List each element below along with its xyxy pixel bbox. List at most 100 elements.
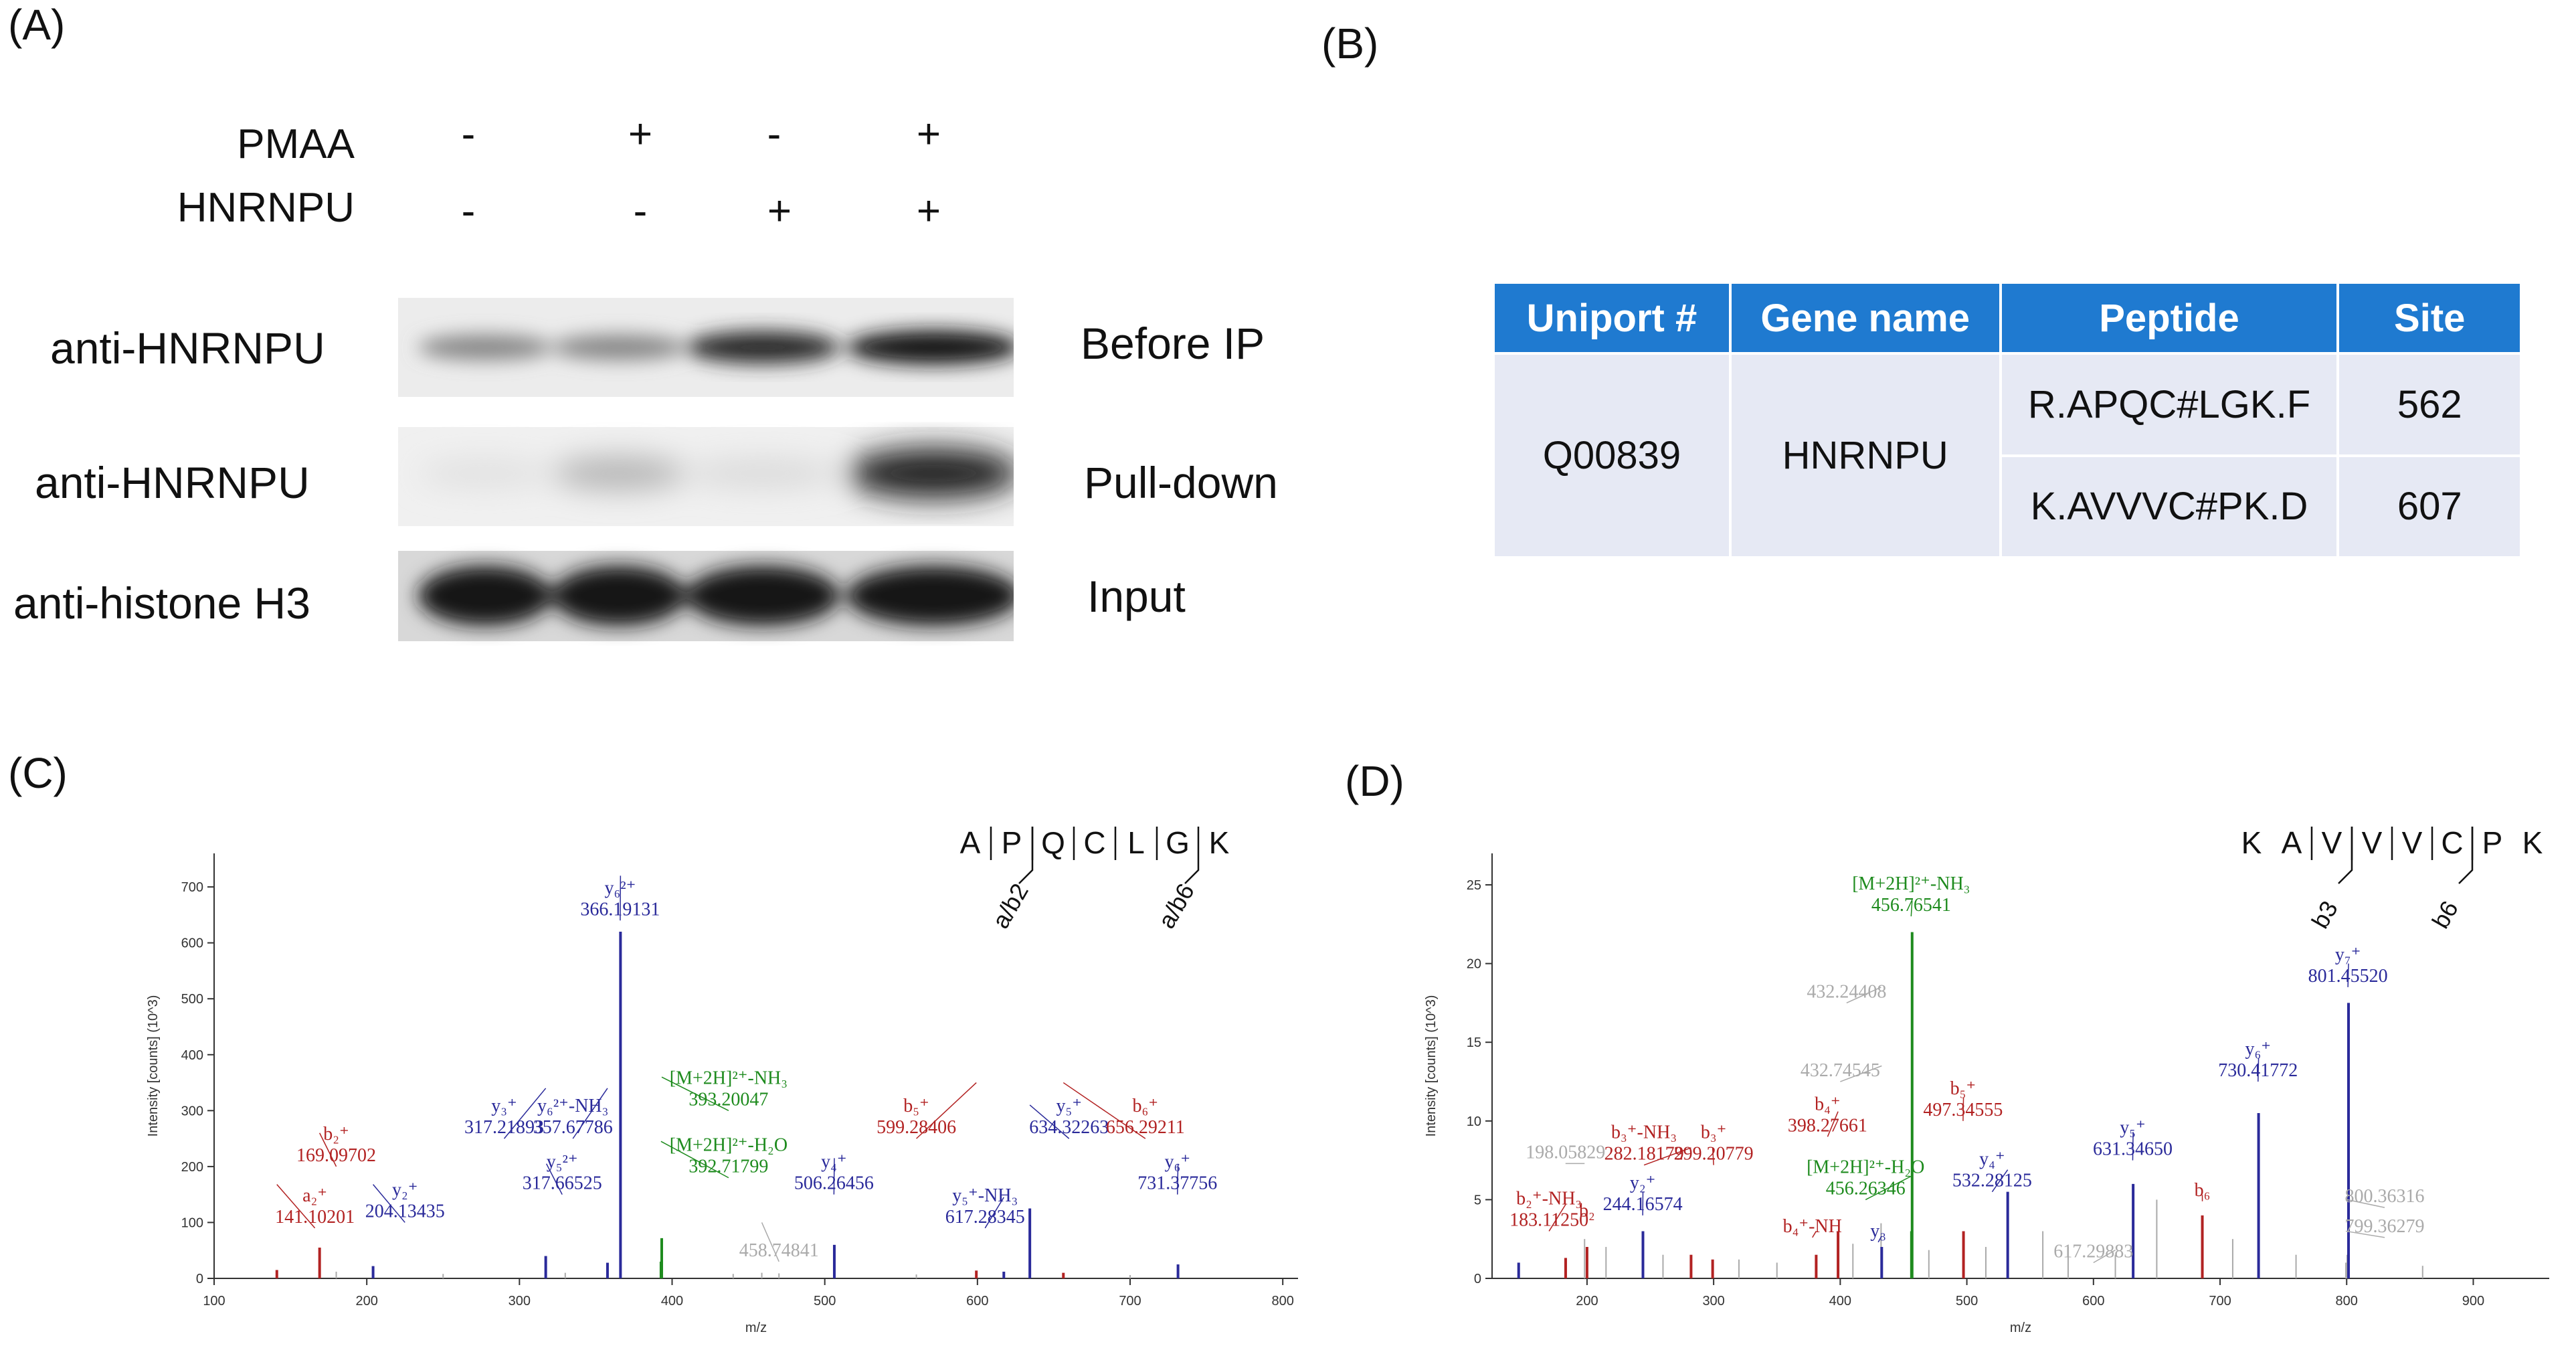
y-ion-bracket xyxy=(990,827,992,860)
peak-annotation-label: y₅²⁺ xyxy=(547,1152,578,1173)
pmaa-lane-2: + xyxy=(628,111,653,157)
hnrnpu-lane-4: + xyxy=(916,188,941,234)
hnrnpu-lane-1: - xyxy=(461,188,476,234)
peptide-residue: V xyxy=(2322,827,2342,860)
peptide-residue: G xyxy=(1166,827,1190,860)
x-tick-label: 600 xyxy=(966,1294,988,1309)
annotation-leader xyxy=(2132,1132,2134,1161)
blot-band xyxy=(418,335,552,360)
annotation-leader xyxy=(761,1222,779,1262)
y-ion-bracket xyxy=(1114,827,1117,860)
blot-desc-before-ip: Before IP xyxy=(1081,319,1265,368)
annotation-leader xyxy=(545,1163,563,1195)
annotation-leader xyxy=(2345,1230,2385,1238)
table-header-row: Uniport # Gene name Peptide Site xyxy=(1495,284,2520,352)
peak-annotation-label: 532.28125 xyxy=(1952,1171,2032,1191)
annotation-leader xyxy=(2347,1199,2385,1208)
peptide-residue: Q xyxy=(1041,827,1065,860)
peptide-residue: A xyxy=(2282,827,2302,860)
annotation-leader xyxy=(503,1088,547,1139)
peak-annotation-label: y₃ xyxy=(1870,1221,1886,1242)
blot-band xyxy=(846,566,1014,626)
peptide-residue: K xyxy=(2522,827,2543,860)
y-axis-label: Intensity [counts] (10^3) xyxy=(146,995,161,1137)
row-label-before-ip: anti-HNRNPU xyxy=(50,323,325,373)
peptide-residue: V xyxy=(2402,827,2423,860)
y-axis-label: Intensity [counts] (10^3) xyxy=(1424,995,1439,1137)
x-tick-label: 200 xyxy=(355,1294,377,1309)
peak-annotation-label: y₆²⁺ xyxy=(604,877,636,898)
peak-annotation-label: 169.09702 xyxy=(296,1145,376,1166)
peptide-table: Uniport # Gene name Peptide Site Q00839 … xyxy=(1492,281,2522,559)
peptide-residue: P xyxy=(1002,827,1022,860)
annotation-leader xyxy=(2258,1058,2260,1082)
peak-annotation-label: y₅⁺ xyxy=(2120,1118,2146,1139)
cell-peptide: R.APQC#LGK.F xyxy=(2001,355,2337,454)
x-axis-label: m/z xyxy=(745,1321,767,1335)
peak-annotation-label: y₅⁺ xyxy=(1056,1096,1082,1116)
blot-desc-pull-down: Pull-down xyxy=(1084,458,1278,507)
annotation-leader xyxy=(984,1197,1004,1229)
x-tick-label: 400 xyxy=(1829,1294,1851,1309)
peak-annotation-label: y₅⁺-NH₃ xyxy=(952,1185,1018,1206)
blot-band xyxy=(846,447,1014,499)
annotation-leader xyxy=(1827,1111,1839,1137)
pmaa-lane-1: - xyxy=(461,111,476,157)
header-gene: Gene name xyxy=(1731,284,1999,352)
annotation-leader xyxy=(1712,1147,1714,1165)
peak-annotation-label: 204.13435 xyxy=(365,1201,445,1221)
b-ion-label: a/b2 xyxy=(986,879,1034,933)
peak-annotation-label: 656.29211 xyxy=(1106,1117,1185,1138)
spectrum-chart-d: 200 300 400 500 600 700 800 900 0 5 10 15 20 25 m/z Int… xyxy=(1424,827,2549,1335)
x-tick-label: 900 xyxy=(2462,1294,2484,1309)
peak-annotation-label: y₇⁺ xyxy=(2335,944,2361,965)
annotation-leader xyxy=(572,1088,608,1139)
annotation-leader xyxy=(318,1132,337,1167)
b-ion-bracket xyxy=(1184,827,1200,884)
annotation-leader xyxy=(1877,1236,1882,1243)
annotation-leader xyxy=(1029,1104,1070,1139)
peak-annotation-label: 432.24408 xyxy=(1807,981,1886,1002)
peak-annotation-label: y₄⁺ xyxy=(1979,1149,2005,1170)
peptide-residue: C xyxy=(2441,827,2463,860)
peak-annotation-label: y₆²⁺-NH₃ xyxy=(537,1096,608,1116)
blot-band xyxy=(418,566,552,626)
peak-annotation-label: b₂⁺-NH₃ xyxy=(1516,1188,1582,1209)
peak-annotation-label: y₆⁺ xyxy=(2245,1039,2272,1060)
peak-annotation-label: 506.26456 xyxy=(794,1173,874,1194)
annotation-leader xyxy=(916,1082,977,1139)
y-ion-bracket xyxy=(2431,827,2433,860)
annotation-leader xyxy=(1846,987,1881,1004)
y-tick-label: 20 xyxy=(1467,957,1481,972)
peak-annotation-label: b₆⁺ xyxy=(1133,1096,1159,1116)
table-row: Q00839 HNRNPU R.APQC#LGK.F 562 xyxy=(1495,355,2520,556)
peak-annotation-label: b₂ xyxy=(1579,1200,1595,1221)
header-site: Site xyxy=(2339,284,2520,352)
annotation-leader xyxy=(1548,1204,1566,1232)
x-axis-label: m/z xyxy=(2010,1321,2031,1335)
annotation-leader xyxy=(1643,1147,1691,1166)
y-ion-bracket xyxy=(1073,827,1075,860)
hnrnpu-lane-3: + xyxy=(767,188,792,234)
hnrnpu-lane-2: - xyxy=(633,188,648,234)
peak-annotation-label: y₄⁺ xyxy=(821,1152,847,1173)
table-row: K.AVVVC#PK.D 607 xyxy=(1495,456,2520,556)
y-tick-label: 400 xyxy=(181,1048,203,1063)
peak-annotation-label: 282.18179 xyxy=(1604,1144,1684,1165)
blot-band xyxy=(418,459,552,487)
peak-annotation-label: 299.20779 xyxy=(1674,1144,1754,1165)
peak-annotation-label: [M+2H]²⁺-NH₃ xyxy=(670,1068,788,1088)
annotation-leader xyxy=(1865,1175,1912,1201)
b-ion-bracket xyxy=(2338,827,2353,884)
peak-annotation-label: b₅⁺ xyxy=(903,1096,929,1116)
y-tick-label: 15 xyxy=(1467,1035,1481,1050)
y-tick-label: 0 xyxy=(196,1272,203,1286)
peak-annotation-label: 456.76541 xyxy=(1871,895,1951,916)
y-tick-label: 10 xyxy=(1467,1114,1481,1129)
peak-annotation-label: 198.05829 xyxy=(1526,1142,1605,1163)
peak-annotation-label: 634.32263 xyxy=(1029,1117,1109,1138)
peak-annotation-label: 398.27661 xyxy=(1788,1115,1867,1136)
peak-annotation-label: b₄⁺ xyxy=(1815,1094,1841,1114)
cell-site: 562 xyxy=(2339,355,2520,454)
annotation-leader xyxy=(1840,1065,1882,1082)
